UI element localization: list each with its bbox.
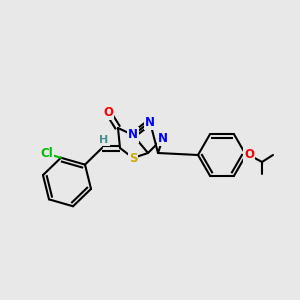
Text: Cl: Cl [40,147,53,160]
Text: N: N [128,128,138,142]
Text: N: N [158,131,168,145]
Text: O: O [103,106,113,118]
Text: H: H [99,135,109,145]
Text: O: O [244,148,254,161]
Text: S: S [129,152,137,164]
Text: N: N [145,116,155,128]
